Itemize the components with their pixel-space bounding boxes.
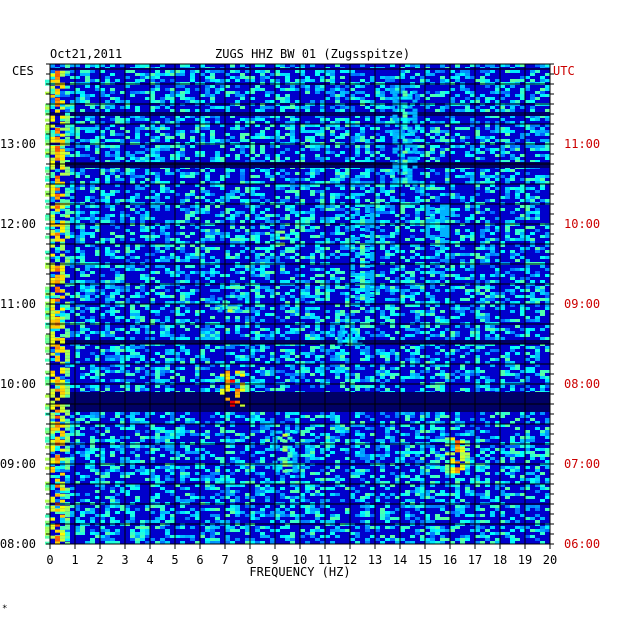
x-tick-labels: 0 1 2 3 4 5 6 7 8 9 10 11 12 13 14 15 16 17 18 19 20 xyxy=(46,544,557,567)
x-tick-label: 2 xyxy=(96,553,103,567)
left-zone-label: CES xyxy=(12,64,34,78)
y-tick-labels: 08:00 09:00 10:00 11:00 12:00 13:00 06:00 07:00… xyxy=(0,137,600,551)
x-tick-label: 16 xyxy=(443,553,457,567)
x-tick-label: 8 xyxy=(246,553,253,567)
chart-grid xyxy=(46,63,554,545)
x-tick-label: 11 xyxy=(318,553,332,567)
x-tick-label: 17 xyxy=(468,553,482,567)
y-tick-label-right: 07:00 xyxy=(564,457,600,471)
y-tick-label-left: 08:00 xyxy=(0,537,36,551)
x-tick-label: 5 xyxy=(171,553,178,567)
footer-mark: * xyxy=(2,604,8,614)
y-tick-label-left: 10:00 xyxy=(0,377,36,391)
x-tick-label: 14 xyxy=(393,553,407,567)
x-tick-label: 4 xyxy=(146,553,153,567)
x-tick-label: 0 xyxy=(46,553,53,567)
y-tick-label-left: 13:00 xyxy=(0,137,36,151)
x-tick-label: 1 xyxy=(71,553,78,567)
y-tick-label-right: 06:00 xyxy=(564,537,600,551)
x-axis-label: FREQUENCY (HZ) xyxy=(249,565,350,579)
y-tick-label-right: 10:00 xyxy=(564,217,600,231)
x-tick-label: 10 xyxy=(293,553,307,567)
y-tick-label-left: 11:00 xyxy=(0,297,36,311)
y-tick-label-left: 12:00 xyxy=(0,217,36,231)
y-tick-label-right: 09:00 xyxy=(564,297,600,311)
x-tick-label: 3 xyxy=(121,553,128,567)
y-tick-label-right: 08:00 xyxy=(564,377,600,391)
x-tick-label: 18 xyxy=(493,553,507,567)
x-tick-label: 20 xyxy=(543,553,557,567)
x-tick-label: 9 xyxy=(271,553,278,567)
x-tick-label: 6 xyxy=(196,553,203,567)
x-tick-label: 15 xyxy=(418,553,432,567)
x-tick-label: 13 xyxy=(368,553,382,567)
date-label: Oct21,2011 xyxy=(50,47,123,61)
station-label: ZUGS HHZ BW 01 (Zugsspitze) xyxy=(215,47,411,61)
x-tick-label: 7 xyxy=(221,553,228,567)
x-tick-label: 12 xyxy=(343,553,357,567)
right-zone-label: UTC xyxy=(553,64,575,78)
x-tick-label: 19 xyxy=(518,553,532,567)
y-tick-label-left: 09:00 xyxy=(0,457,36,471)
y-tick-label-right: 11:00 xyxy=(564,137,600,151)
